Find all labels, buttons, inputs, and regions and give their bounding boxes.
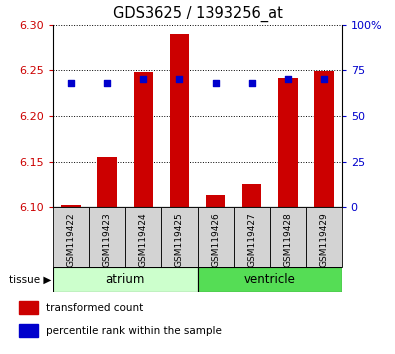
Bar bbox=[89, 207, 126, 267]
Bar bbox=[126, 207, 162, 267]
Point bbox=[104, 80, 111, 86]
Text: GSM119424: GSM119424 bbox=[139, 212, 148, 267]
Text: percentile rank within the sample: percentile rank within the sample bbox=[46, 326, 222, 336]
Text: GSM119429: GSM119429 bbox=[319, 212, 328, 267]
Bar bbox=[98, 157, 117, 207]
Bar bbox=[206, 195, 226, 207]
Text: ventricle: ventricle bbox=[244, 273, 295, 286]
Bar bbox=[53, 267, 198, 292]
Bar bbox=[162, 207, 198, 267]
Bar bbox=[306, 207, 342, 267]
Bar bbox=[62, 205, 81, 207]
Point bbox=[284, 76, 291, 82]
Text: GSM119422: GSM119422 bbox=[67, 212, 76, 267]
Bar bbox=[19, 324, 38, 337]
Bar bbox=[169, 34, 189, 207]
Point bbox=[213, 80, 219, 86]
Bar bbox=[278, 78, 297, 207]
Text: atrium: atrium bbox=[106, 273, 145, 286]
Point bbox=[140, 76, 147, 82]
Title: GDS3625 / 1393256_at: GDS3625 / 1393256_at bbox=[113, 6, 282, 22]
Text: GSM119428: GSM119428 bbox=[283, 212, 292, 267]
Text: GSM119423: GSM119423 bbox=[103, 212, 112, 267]
Point bbox=[320, 76, 327, 82]
Text: GSM119426: GSM119426 bbox=[211, 212, 220, 267]
Point bbox=[248, 80, 255, 86]
Bar bbox=[314, 71, 333, 207]
Bar bbox=[134, 72, 153, 207]
Bar bbox=[270, 207, 306, 267]
Text: GSM119427: GSM119427 bbox=[247, 212, 256, 267]
Bar bbox=[233, 207, 270, 267]
Text: transformed count: transformed count bbox=[46, 303, 143, 313]
Point bbox=[68, 80, 75, 86]
Bar bbox=[53, 207, 89, 267]
Point bbox=[176, 76, 182, 82]
Bar bbox=[19, 301, 38, 314]
Text: tissue ▶: tissue ▶ bbox=[9, 275, 52, 285]
Bar bbox=[242, 184, 261, 207]
Bar bbox=[198, 207, 233, 267]
Text: GSM119425: GSM119425 bbox=[175, 212, 184, 267]
Bar bbox=[198, 267, 342, 292]
